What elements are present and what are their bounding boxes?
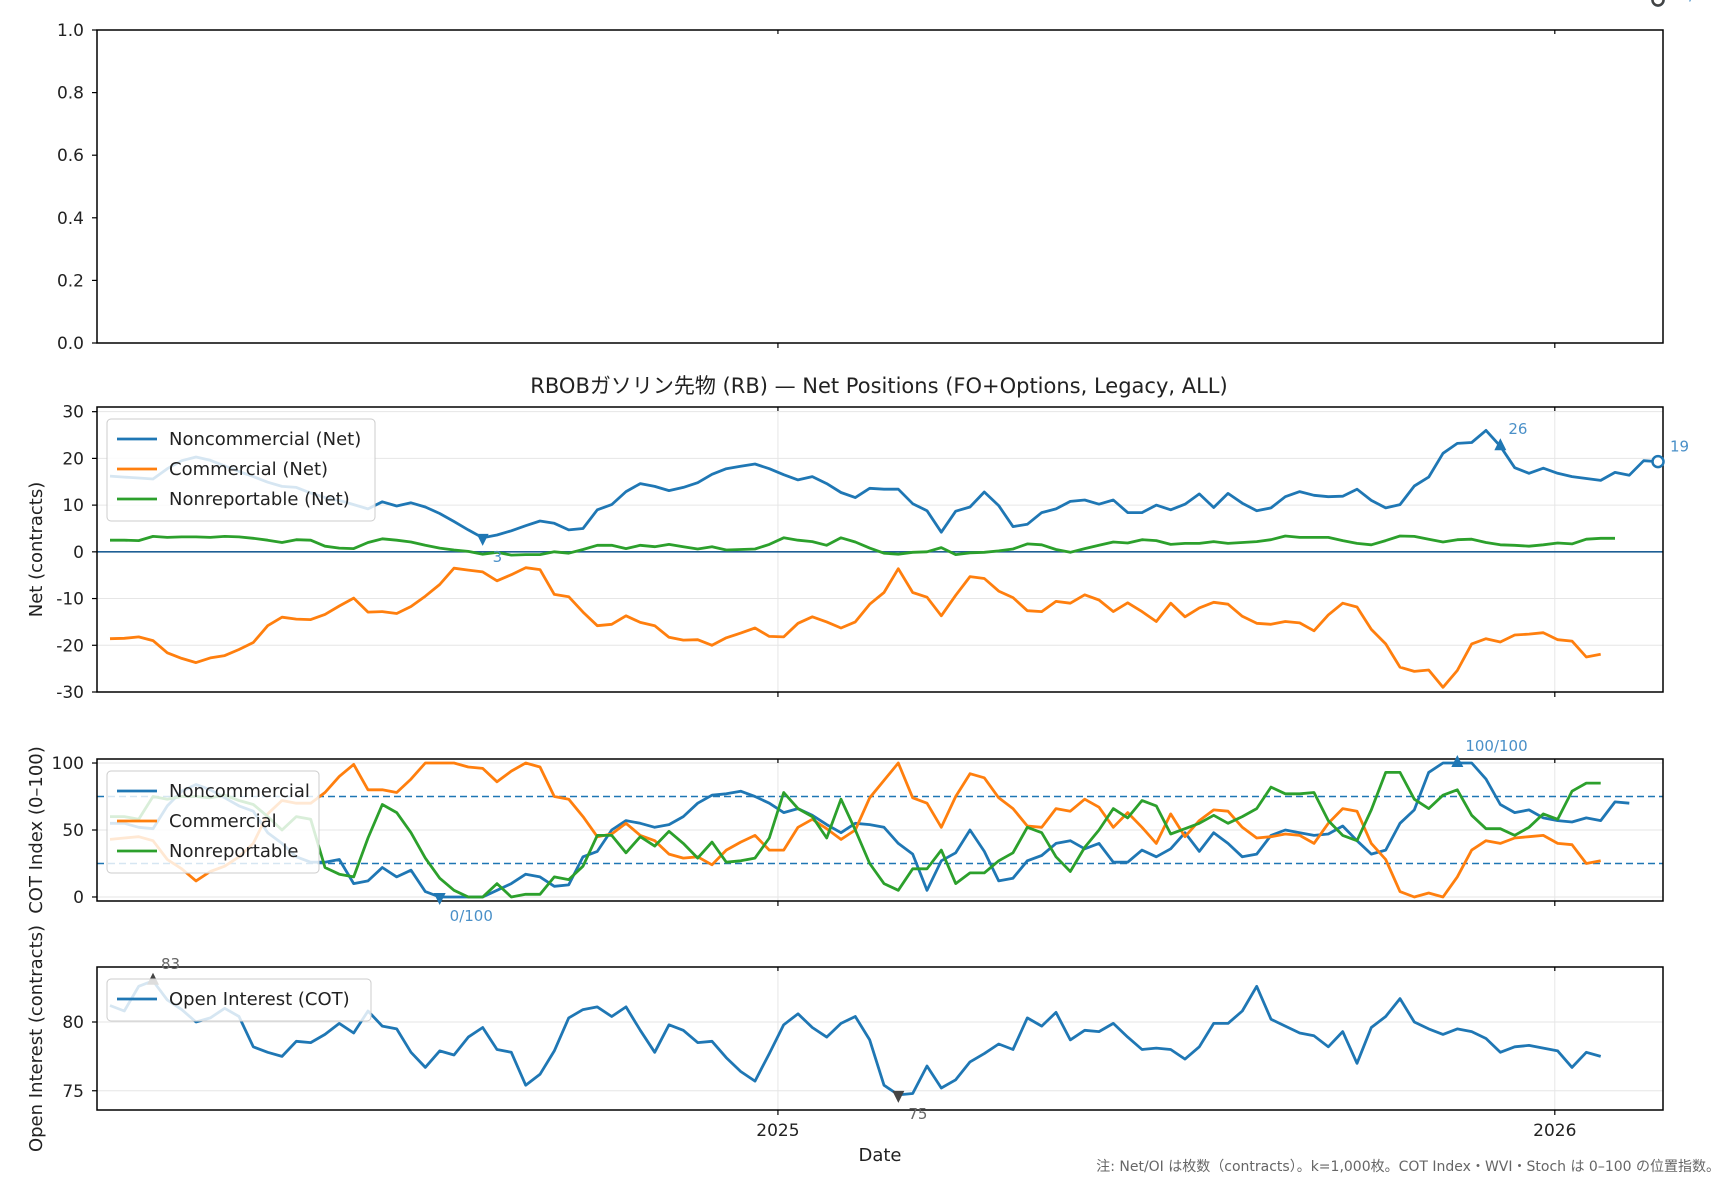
- min-annotation: 3: [493, 548, 503, 566]
- y-tick-label: -30: [56, 683, 84, 703]
- y-tick-label: 0.8: [57, 84, 84, 104]
- legend-label: Commercial (Net): [169, 459, 328, 480]
- y-tick-label: 0.0: [57, 334, 84, 354]
- min-marker: [433, 892, 446, 905]
- legend-box: [106, 978, 372, 1022]
- max-marker: [1451, 755, 1464, 768]
- legend-label: Nonreportable: [169, 841, 298, 862]
- y-tick-label: 80: [62, 1013, 84, 1033]
- y-axis-label: COT Index (0–100): [26, 746, 47, 914]
- y-tick-label: 0.4: [57, 209, 84, 229]
- y-tick-label: 0: [73, 888, 84, 908]
- y-tick-label: -10: [56, 590, 84, 610]
- x-axis-label: Date: [858, 1145, 901, 1166]
- legend-box: [106, 770, 320, 874]
- legend-box: [106, 418, 376, 522]
- legend-label: Open Interest (COT): [169, 989, 350, 1010]
- legend-label: Noncommercial: [169, 781, 310, 802]
- y-tick-label: 75: [62, 1082, 84, 1102]
- y-axis-label: Net (contracts): [26, 482, 47, 618]
- y-tick-label: 0.6: [57, 146, 84, 166]
- y-tick-label: 100: [52, 754, 84, 774]
- y-tick-label: 30: [62, 403, 84, 423]
- axes-frame: [96, 406, 1664, 693]
- series-line-nonreportable-net-: [110, 534, 1615, 557]
- y-axis-label: Open Interest (contracts): [26, 925, 47, 1152]
- max-annotation: 100/100: [1465, 737, 1527, 755]
- series-line-noncommercial: [110, 761, 1630, 899]
- legend-label: Nonreportable (Net): [169, 489, 350, 510]
- legend-label: Commercial: [169, 811, 277, 832]
- axes-frame: [96, 29, 1664, 344]
- max-annotation: 26: [1508, 420, 1527, 438]
- max-annotation: 83: [161, 955, 180, 973]
- x-tick-label: 2026: [1533, 1121, 1576, 1141]
- x-tick-label: 2025: [756, 1121, 799, 1141]
- min-marker: [476, 533, 489, 546]
- series-line-commercial-net-: [109, 566, 1601, 689]
- y-tick-label: 0: [73, 543, 84, 563]
- footnote: 注: Net/OI は枚数（contracts）。k=1,000枚。COT In…: [1096, 1159, 1720, 1175]
- series-line-nonreportable: [110, 771, 1601, 899]
- y-tick-label: 50: [62, 821, 84, 841]
- latest-marker: [1651, 454, 1665, 469]
- latest-annotation: 19: [1670, 438, 1689, 456]
- chart-title: RBOBガソリン先物 (RB) — Net Positions (FO+Opti…: [530, 374, 1227, 398]
- legend-label: Noncommercial (Net): [169, 429, 361, 450]
- y-tick-label: 10: [62, 496, 84, 516]
- max-marker: [1494, 438, 1507, 451]
- latest-annotation: 69/100: [1670, 0, 1723, 4]
- axes-frame: [96, 966, 1664, 1111]
- min-annotation: 75: [908, 1105, 927, 1123]
- y-tick-label: -20: [56, 636, 84, 656]
- min-annotation: 0/100: [450, 907, 493, 925]
- y-tick-label: 1.0: [57, 21, 84, 41]
- latest-annotation: 78: [1670, 0, 1689, 4]
- y-tick-label: 0.2: [57, 271, 84, 291]
- latest-marker: [1651, 0, 1665, 7]
- series-line-open-interest-cot-: [109, 979, 1602, 1097]
- min-marker: [892, 1090, 905, 1103]
- y-tick-label: 20: [62, 449, 84, 469]
